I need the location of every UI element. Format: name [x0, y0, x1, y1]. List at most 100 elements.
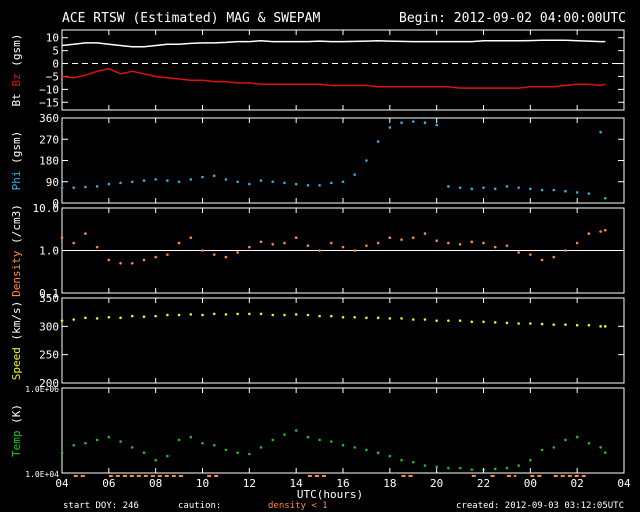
data-point-density	[411, 236, 415, 240]
data-point-temp	[84, 441, 87, 445]
data-point-phi	[95, 185, 99, 188]
data-point-density	[353, 249, 357, 252]
data-point-speed	[130, 314, 134, 318]
data-point-density	[259, 240, 263, 244]
data-point-density	[248, 245, 251, 249]
data-point-speed	[423, 318, 427, 321]
data-point-phi	[365, 159, 368, 162]
y-tick-label: 90	[46, 176, 59, 189]
data-point-speed	[166, 313, 169, 317]
data-point-temp	[575, 435, 579, 439]
x-tick-label: 14	[290, 477, 304, 490]
data-point-phi	[271, 180, 275, 184]
data-point-density	[423, 232, 427, 235]
data-point-speed	[95, 317, 99, 320]
data-point-speed	[236, 312, 239, 316]
data-point-temp	[271, 438, 275, 442]
y-axis-label-part: (gsm)	[10, 34, 23, 74]
y-tick-label: 350	[39, 292, 59, 305]
data-point-density	[130, 261, 134, 265]
data-point-phi	[224, 178, 228, 181]
data-point-density	[505, 244, 509, 247]
data-point-density	[482, 241, 485, 245]
data-point-temp	[189, 435, 193, 439]
data-point-speed	[505, 321, 509, 325]
data-point-temp	[599, 446, 602, 449]
data-point-temp	[154, 458, 157, 462]
data-point-density	[224, 255, 228, 259]
data-point-speed	[552, 323, 556, 326]
y-axis-label-part: (/cm3)	[10, 204, 23, 250]
data-point-density	[447, 241, 450, 245]
data-point-temp	[493, 467, 497, 471]
data-point-phi	[130, 180, 134, 184]
y-tick-label: 0	[52, 197, 59, 210]
x-tick-label: 10	[196, 477, 209, 490]
data-point-speed	[154, 314, 157, 318]
data-point-temp	[95, 438, 99, 442]
data-point-phi	[458, 186, 462, 189]
data-point-temp	[306, 435, 310, 439]
data-point-speed	[107, 315, 111, 319]
y-axis-label: Temp (K)	[10, 404, 23, 457]
data-point-phi	[341, 180, 345, 184]
data-point-speed	[564, 323, 567, 326]
data-point-density	[166, 253, 169, 256]
data-point-density	[271, 242, 275, 246]
data-point-phi	[376, 140, 380, 143]
y-axis-label-part: Phi	[10, 170, 23, 190]
data-point-phi	[388, 126, 392, 129]
data-point-temp	[283, 433, 286, 436]
y-tick-label: 10.0	[33, 202, 60, 215]
data-point-density	[283, 241, 286, 245]
data-point-speed	[72, 318, 76, 321]
data-point-density	[493, 245, 497, 249]
data-point-density	[95, 245, 99, 249]
data-point-temp	[587, 441, 591, 445]
data-point-density	[517, 251, 520, 254]
data-point-phi	[529, 187, 532, 191]
data-point-temp	[552, 446, 556, 449]
data-point-phi	[306, 183, 310, 187]
data-point-phi	[587, 192, 591, 195]
data-point-speed	[353, 315, 357, 319]
data-point-density	[575, 241, 579, 245]
y-tick-label: 360	[39, 112, 59, 125]
data-point-phi	[505, 185, 509, 188]
panel-density: 10.0 1.0 0.1 Density (/cm3)	[10, 202, 625, 300]
data-point-temp	[353, 446, 357, 449]
data-point-phi	[166, 179, 169, 182]
data-point-phi	[72, 186, 76, 189]
data-point-temp	[329, 440, 333, 443]
data-point-speed	[365, 316, 368, 320]
data-point-phi	[318, 183, 321, 187]
data-point-density	[177, 241, 181, 245]
data-point-speed	[400, 317, 403, 320]
data-point-phi	[154, 178, 157, 181]
data-point-temp	[119, 440, 122, 443]
data-point-temp	[423, 464, 427, 467]
data-point-temp	[248, 452, 251, 456]
data-point-phi	[259, 179, 263, 182]
data-point-temp	[294, 429, 298, 432]
y-axis-label-part: Temp	[10, 431, 23, 458]
data-point-phi	[575, 191, 579, 194]
data-point-temp	[411, 460, 415, 464]
series-line-bz	[61, 67, 606, 89]
data-point-temp	[177, 438, 181, 442]
data-point-speed	[458, 319, 462, 322]
data-point-phi	[212, 174, 216, 178]
data-point-phi	[435, 123, 438, 127]
data-point-speed	[212, 312, 216, 316]
data-point-density	[599, 230, 602, 233]
data-point-speed	[540, 322, 544, 326]
start-doy: start DOY: 246	[63, 501, 139, 511]
data-point-speed	[603, 325, 607, 328]
x-axis-label: UTC(hours)	[297, 488, 363, 501]
x-tick-label: 00	[524, 477, 537, 490]
data-point-phi	[201, 175, 204, 179]
data-point-density	[154, 255, 157, 259]
data-point-speed	[470, 320, 474, 324]
data-point-phi	[107, 182, 111, 186]
